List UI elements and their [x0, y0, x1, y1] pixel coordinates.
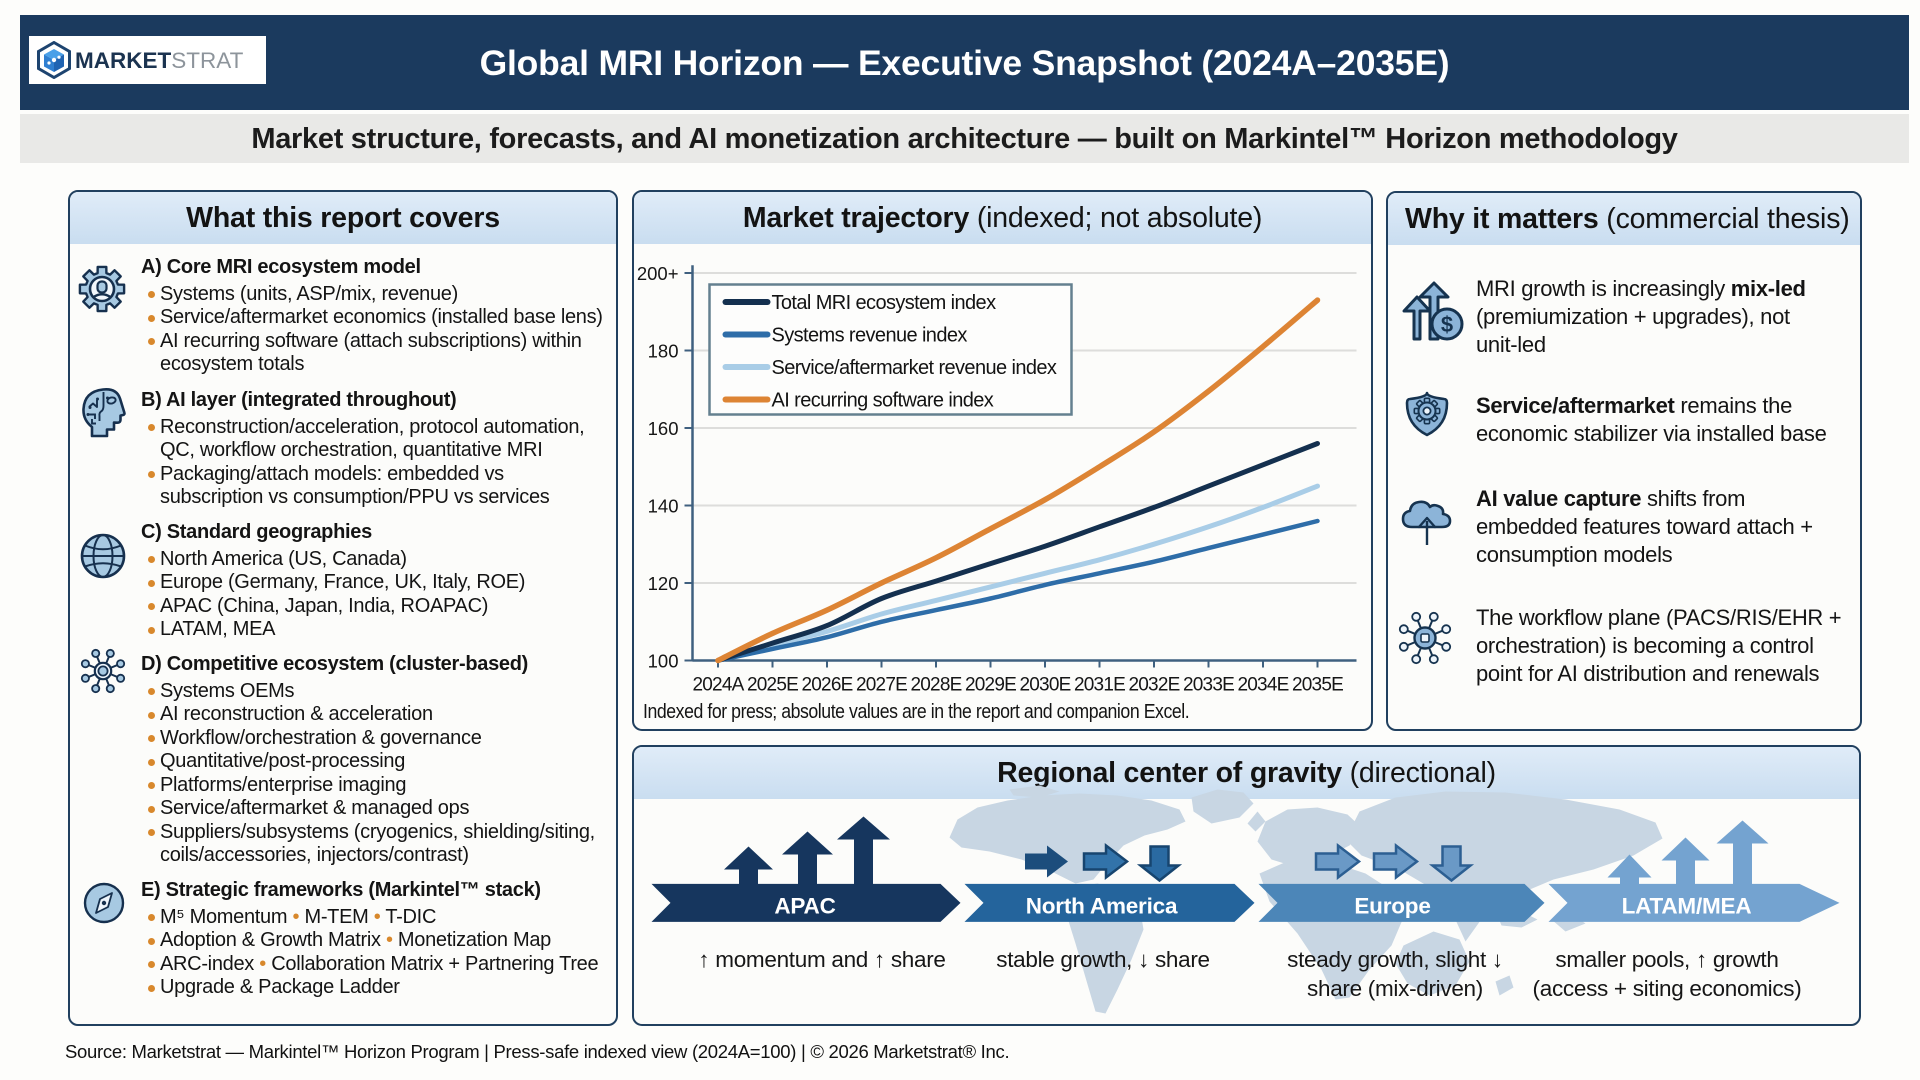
svg-text:2030E: 2030E	[1020, 675, 1071, 696]
svg-text:2033E: 2033E	[1183, 675, 1234, 696]
svg-text:2032E: 2032E	[1129, 675, 1180, 696]
svg-text:2025E: 2025E	[747, 675, 798, 696]
svg-text:2027E: 2027E	[856, 675, 907, 696]
svg-text:Systems revenue index: Systems revenue index	[772, 325, 968, 347]
svg-text:Total MRI ecosystem index: Total MRI ecosystem index	[772, 292, 997, 314]
svg-text:Europe: Europe	[1354, 893, 1430, 918]
svg-text:100: 100	[648, 651, 679, 672]
svg-text:2035E: 2035E	[1292, 675, 1343, 696]
svg-text:APAC: APAC	[774, 893, 835, 918]
svg-text:AI recurring software index: AI recurring software index	[772, 390, 994, 412]
svg-text:North America: North America	[1026, 893, 1178, 918]
svg-text:160: 160	[648, 418, 679, 439]
svg-text:2028E: 2028E	[911, 675, 962, 696]
svg-text:Service/aftermarket revenue in: Service/aftermarket revenue index	[772, 357, 1057, 379]
svg-text:140: 140	[648, 496, 679, 517]
svg-text:$: $	[1441, 312, 1453, 337]
svg-text:180: 180	[648, 341, 679, 362]
svg-text:120: 120	[648, 573, 679, 594]
svg-text:LATAM/MEA: LATAM/MEA	[1622, 893, 1752, 918]
svg-text:2024A: 2024A	[693, 675, 745, 696]
svg-text:2031E: 2031E	[1074, 675, 1125, 696]
svg-text:2034E: 2034E	[1238, 675, 1289, 696]
svg-text:200+: 200+	[637, 263, 679, 284]
svg-text:2029E: 2029E	[965, 675, 1016, 696]
svg-text:2026E: 2026E	[802, 675, 853, 696]
